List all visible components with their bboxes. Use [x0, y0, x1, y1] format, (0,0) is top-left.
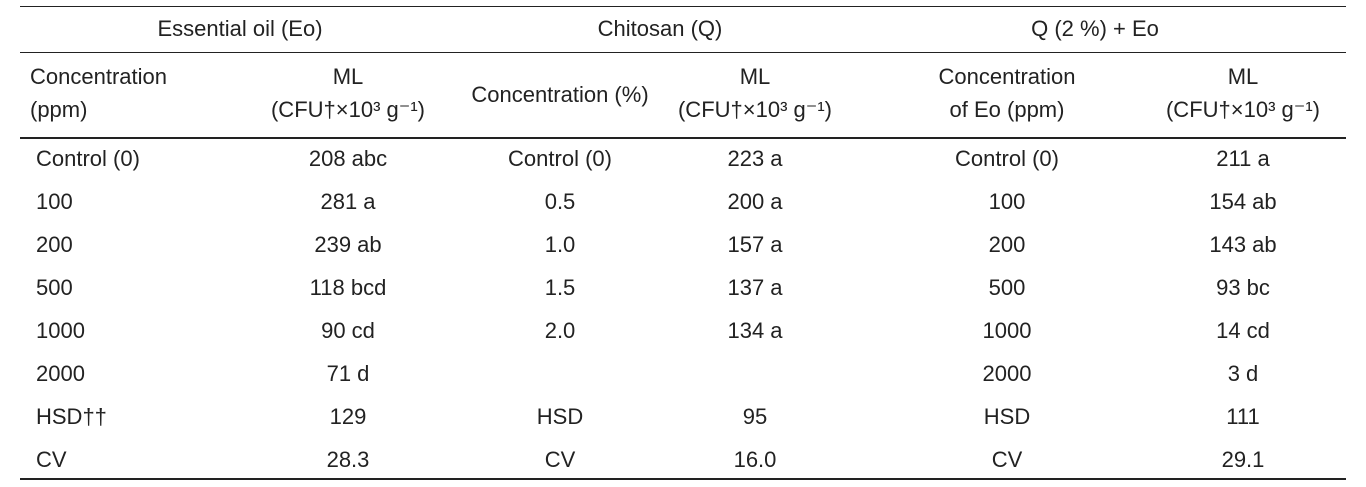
top-rule	[20, 6, 1346, 7]
cell: 29.1	[1221, 447, 1265, 472]
cell: 157 a	[727, 232, 783, 257]
cell: 208 abc	[308, 146, 388, 171]
column-header: (CFU†×10³ g⁻¹)	[677, 97, 833, 122]
cell: 111	[1226, 404, 1260, 429]
cell: HSD††	[36, 404, 107, 429]
cell: 154 ab	[1209, 189, 1277, 214]
cell: 14 cd	[1216, 318, 1270, 343]
cell: 200	[988, 232, 1026, 257]
bottom-rule	[20, 478, 1346, 480]
cell: 2000	[36, 361, 85, 386]
cell: 239 ab	[314, 232, 382, 257]
cell: 281 a	[320, 189, 376, 214]
cell: 200	[36, 232, 73, 257]
cell: Control (0)	[508, 146, 612, 171]
cell: 1000	[36, 318, 85, 343]
cell: Control (0)	[955, 146, 1059, 171]
cell: 1.5	[544, 275, 576, 300]
cell: 129	[329, 404, 367, 429]
cell: 1.0	[544, 232, 576, 257]
cell: 100	[36, 189, 73, 214]
column-header: Concentration (%)	[471, 82, 649, 107]
cell: 200 a	[727, 189, 783, 214]
cell: 143 ab	[1209, 232, 1277, 257]
group-header: Essential oil (Eo)	[157, 16, 323, 41]
cell: Control (0)	[36, 146, 140, 171]
cell: HSD	[983, 404, 1031, 429]
cell: 134 a	[727, 318, 783, 343]
cell: 16.0	[733, 447, 777, 472]
cell: 71 d	[326, 361, 370, 386]
cell: 28.3	[326, 447, 370, 472]
column-header: (CFU†×10³ g⁻¹)	[1165, 97, 1321, 122]
cell: CV	[544, 447, 576, 472]
cell: 500	[988, 275, 1026, 300]
column-header: ML	[332, 64, 364, 89]
cell: HSD	[536, 404, 584, 429]
column-header: (ppm)	[30, 97, 88, 122]
column-header: ML	[1227, 64, 1259, 89]
cell: 1000	[982, 318, 1032, 343]
cell: 137 a	[727, 275, 783, 300]
cell: CV	[36, 447, 67, 472]
cell: 2000	[982, 361, 1032, 386]
column-header: Concentration	[938, 64, 1076, 89]
header-rule	[20, 137, 1346, 139]
group-header: Q (2 %) + Eo	[1031, 16, 1159, 41]
group-rule	[20, 52, 1346, 53]
cell: 211 a	[1216, 146, 1270, 171]
column-header: Concentration	[30, 64, 167, 89]
cell: 100	[988, 189, 1026, 214]
cell: 90 cd	[321, 318, 375, 343]
cell: 500	[36, 275, 73, 300]
cell: 93 bc	[1216, 275, 1270, 300]
cell: 2.0	[544, 318, 576, 343]
cell: 223 a	[727, 146, 783, 171]
cell: 0.5	[544, 189, 576, 214]
column-header: of Eo (ppm)	[949, 97, 1065, 122]
column-header: ML	[739, 64, 771, 89]
column-header: (CFU†×10³ g⁻¹)	[270, 97, 426, 122]
group-header: Chitosan (Q)	[597, 16, 723, 41]
cell: CV	[991, 447, 1023, 472]
cell: 3 d	[1227, 361, 1259, 386]
cell: 95	[742, 404, 768, 429]
cell: 118 bcd	[309, 275, 387, 300]
